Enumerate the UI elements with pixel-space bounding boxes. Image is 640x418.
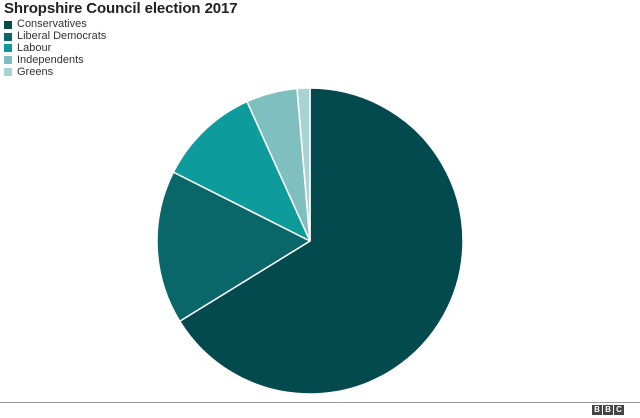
pie-slice-greens — [296, 87, 311, 242]
chart-title: Shropshire Council election 2017 — [4, 0, 238, 17]
bbc-logo-letter: C — [614, 405, 624, 415]
legend-swatch-labour — [4, 44, 12, 53]
legend-swatch-greens — [4, 68, 12, 77]
pie-slice-conservatives — [178, 87, 464, 395]
pie-slice-labour — [172, 100, 311, 242]
bbc-logo-letter: B — [592, 405, 602, 415]
legend-label: Labour — [17, 41, 52, 54]
legend-label: Liberal Democrats — [17, 30, 107, 43]
legend-item-greens: Greens — [4, 66, 106, 78]
pie-slice-liberal-democrats — [156, 171, 311, 322]
legend-swatch-liberal-democrats — [4, 32, 12, 41]
legend-label: Greens — [17, 65, 54, 78]
legend-item-liberal-democrats: Liberal Democrats — [4, 31, 106, 43]
legend-swatch-conservatives — [4, 20, 12, 29]
legend-item-independents: Independents — [4, 54, 106, 66]
legend-label: Independents — [17, 53, 84, 66]
legend-item-labour: Labour — [4, 41, 106, 55]
legend-label: Conservatives — [17, 18, 87, 31]
footer-divider — [0, 402, 640, 403]
legend: Conservatives Liberal Democrats Labour I… — [4, 19, 106, 78]
bbc-logo: B B C — [592, 405, 624, 415]
bbc-logo-letter: B — [603, 405, 613, 415]
legend-item-conservatives: Conservatives — [4, 19, 106, 31]
legend-swatch-independents — [4, 56, 12, 65]
